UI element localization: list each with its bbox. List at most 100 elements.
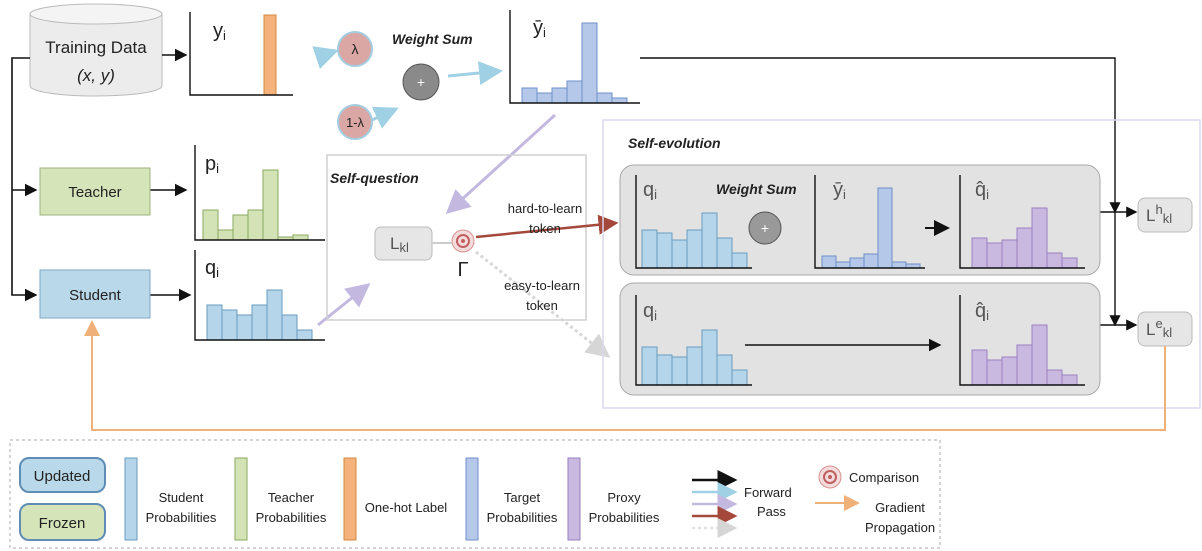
hist-bar bbox=[236, 314, 253, 341]
loss-easy-label: Lekl bbox=[1146, 316, 1172, 340]
easy-arrow bbox=[475, 250, 611, 358]
hist-bar bbox=[206, 304, 223, 341]
hist-bar bbox=[217, 229, 234, 241]
student-hist bbox=[194, 250, 325, 341]
hist-bar bbox=[202, 209, 219, 241]
easy-student-hist bbox=[635, 295, 752, 386]
hist-bar bbox=[821, 255, 837, 269]
legend-line: Probabilities bbox=[256, 510, 327, 525]
hist-bar bbox=[716, 354, 733, 386]
hist-bar bbox=[581, 22, 598, 104]
legend-swatch bbox=[343, 457, 357, 541]
hist-bar bbox=[701, 212, 718, 269]
legend-line: Target bbox=[504, 490, 541, 505]
hist-bar bbox=[891, 261, 907, 269]
easy-proxy-label: q̂i bbox=[975, 300, 989, 323]
target-arrows bbox=[640, 57, 1138, 331]
hist-axis bbox=[194, 145, 325, 241]
hist-axis bbox=[189, 12, 293, 96]
self-question-box bbox=[326, 154, 587, 321]
hist-bar bbox=[296, 329, 313, 341]
hist-bar bbox=[266, 289, 283, 341]
hist-bar bbox=[1061, 257, 1078, 269]
hist-axis bbox=[814, 175, 925, 269]
hist-axis bbox=[509, 10, 640, 104]
weighting: λ 1-λ + Weight Sum bbox=[312, 31, 503, 140]
legend-line: Probabilities bbox=[146, 510, 217, 525]
easy-label: easy-to-learn token bbox=[504, 278, 580, 313]
hist-axis bbox=[635, 175, 752, 269]
hard-proxy-hist bbox=[959, 175, 1085, 269]
hist-bar bbox=[731, 369, 748, 386]
hist-bar bbox=[1031, 207, 1048, 269]
hist-bar bbox=[232, 214, 249, 241]
target-to-loss-arrow bbox=[445, 113, 557, 215]
legend-line: Teacher bbox=[268, 490, 315, 505]
hist-bar bbox=[641, 229, 658, 269]
legend-item-label: Proxy Probabilities bbox=[589, 490, 660, 525]
hist-bar bbox=[877, 187, 893, 269]
legend-line: Proxy bbox=[607, 490, 641, 505]
hist-bar bbox=[251, 304, 268, 341]
hist-bar bbox=[1016, 227, 1033, 269]
legend-updated bbox=[19, 457, 106, 493]
hist-axis bbox=[959, 175, 1085, 269]
legend-item-label: Teacher Probabilities bbox=[256, 490, 327, 525]
hist-bar bbox=[263, 14, 277, 96]
onehot-label: yi bbox=[213, 20, 226, 43]
training-data-title: Training Data bbox=[45, 38, 147, 57]
hist-bar bbox=[566, 80, 583, 104]
hist-bar bbox=[536, 92, 553, 104]
legend-box bbox=[9, 439, 941, 549]
target-label: ȳi bbox=[533, 17, 546, 40]
hist-bar bbox=[221, 309, 238, 341]
hist-bar bbox=[686, 229, 703, 269]
self-evolution-title: Self-evolution bbox=[628, 135, 721, 151]
hist-bar bbox=[247, 209, 264, 241]
hard-target-hist bbox=[814, 175, 925, 269]
student-label: Student bbox=[69, 287, 122, 304]
hist-bar bbox=[863, 253, 879, 269]
legend-arrows bbox=[692, 470, 860, 538]
legend-swatch bbox=[124, 457, 138, 541]
hard-target-label: ȳi bbox=[833, 179, 846, 202]
legend-line: Probabilities bbox=[589, 510, 660, 525]
hist-bar bbox=[281, 314, 298, 341]
easy-proxy-hist bbox=[959, 295, 1085, 386]
hist-bar bbox=[671, 239, 688, 269]
legend-forward: Forward Pass bbox=[744, 485, 792, 519]
comparison-icon bbox=[451, 229, 475, 253]
hard-arrow bbox=[475, 214, 619, 239]
legend-frozen bbox=[19, 503, 106, 541]
student-box bbox=[39, 269, 151, 319]
hard-student-label: qi bbox=[643, 179, 657, 202]
legend-line: Student bbox=[159, 490, 204, 505]
hist-bar bbox=[262, 169, 279, 241]
hist-bar bbox=[1046, 252, 1063, 269]
legend-frozen-label: Frozen bbox=[39, 515, 86, 532]
legend-item-label: Student Probabilities bbox=[146, 490, 217, 525]
one-minus-lambda: 1-λ bbox=[346, 115, 365, 130]
legend-line: Probabilities bbox=[487, 510, 558, 525]
self-question-title: Self-question bbox=[330, 170, 419, 186]
lambda: λ bbox=[352, 41, 359, 57]
hist-bar bbox=[1046, 369, 1063, 386]
hist-bar bbox=[292, 234, 309, 241]
hist-bar bbox=[1001, 239, 1018, 269]
hist-bar bbox=[835, 261, 851, 269]
legend-item-label: Target Probabilities bbox=[487, 490, 558, 525]
legend-swatch bbox=[234, 457, 248, 541]
gamma: Γ bbox=[457, 259, 468, 281]
training-data: Training Data (x, y) bbox=[29, 3, 163, 97]
hist-bar bbox=[656, 354, 673, 386]
hard-plus-circle bbox=[748, 211, 782, 245]
hard-proxy-label: q̂i bbox=[975, 179, 989, 202]
hist-bar bbox=[1016, 344, 1033, 386]
hist-bar bbox=[971, 237, 988, 269]
hist-bar bbox=[701, 329, 718, 386]
lkl-label: Lkl bbox=[390, 234, 409, 255]
hist-bar bbox=[971, 349, 988, 386]
teacher-label: Teacher bbox=[68, 184, 121, 201]
legend-swatch bbox=[465, 457, 479, 541]
hard-student-hist bbox=[635, 175, 752, 269]
